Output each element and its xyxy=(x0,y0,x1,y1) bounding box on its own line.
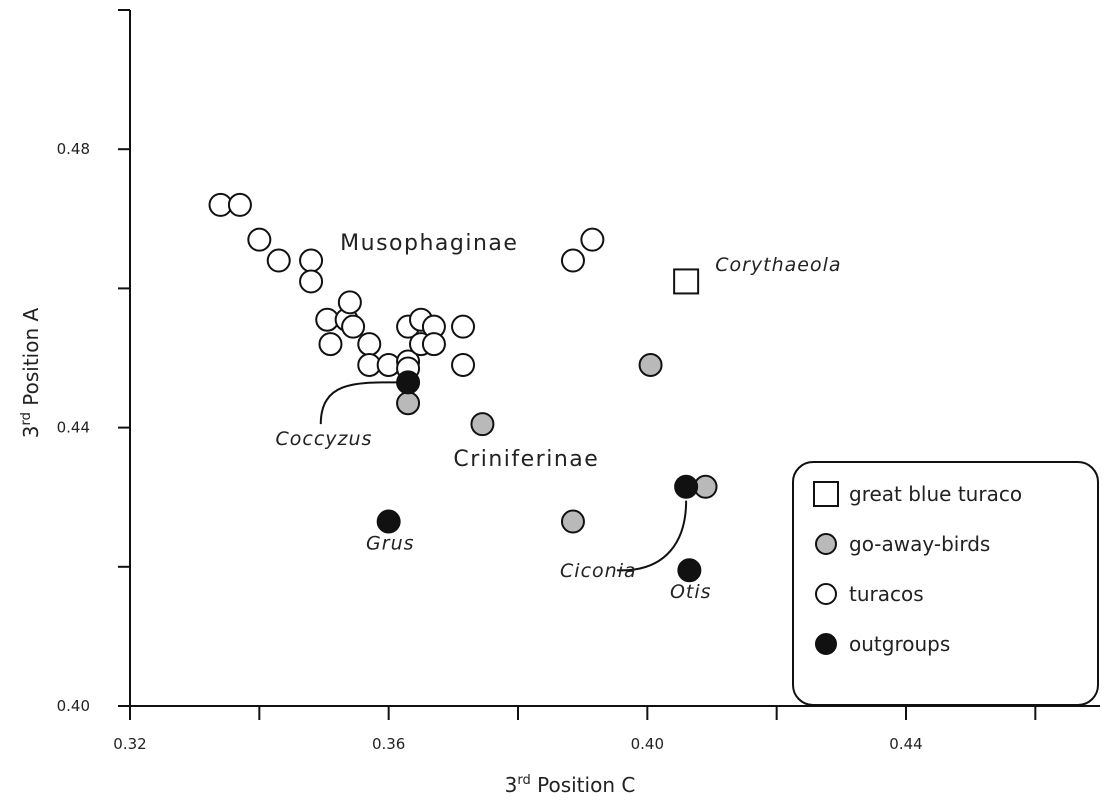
data-point xyxy=(451,314,476,339)
data-point xyxy=(470,412,495,437)
x-axis-title-sup: rd xyxy=(517,773,530,788)
data-point xyxy=(299,248,324,273)
x-tick-label: 0.36 xyxy=(372,735,405,753)
legend-label: great blue turaco xyxy=(849,482,1022,506)
y-axis-title: 3rd Position A xyxy=(19,308,43,439)
legend-box xyxy=(792,461,1099,706)
data-point xyxy=(341,314,366,339)
data-point xyxy=(580,227,605,252)
data-point xyxy=(451,352,476,377)
x-tick-label: 0.40 xyxy=(631,735,664,753)
coccyzus-leader-line xyxy=(319,381,399,425)
data-point xyxy=(421,332,446,357)
legend-label: go-away-birds xyxy=(849,532,990,556)
y-tick-label: 0.48 xyxy=(57,140,90,158)
y-tick-label: 0.40 xyxy=(57,697,90,715)
data-point xyxy=(396,370,421,395)
x-tick-label: 0.32 xyxy=(113,735,146,753)
y-tick-label: 0.44 xyxy=(57,419,90,437)
annotations: Musophaginae Criniferinae Corythaeola Coccy… xyxy=(276,231,841,603)
x-axis-title-rest: Position C xyxy=(531,773,636,797)
data-point xyxy=(638,352,663,377)
data-points xyxy=(208,192,718,583)
data-point xyxy=(318,332,343,357)
group-label: Criniferinae xyxy=(453,447,599,472)
legend-label: turacos xyxy=(849,582,924,606)
group-label: Musophaginae xyxy=(340,231,518,256)
data-point xyxy=(396,391,421,416)
legend-marker xyxy=(815,583,837,605)
legend-marker xyxy=(815,533,837,555)
taxon-label: Coccyzus xyxy=(276,428,373,450)
y-axis-title-sup: rd xyxy=(19,412,34,425)
x-tick-label: 0.44 xyxy=(889,735,922,753)
legend-marker xyxy=(815,633,837,655)
legend: great blue turaco go-away-birds turacos out… xyxy=(792,461,1099,706)
data-point xyxy=(376,352,401,377)
legend-label: outgroups xyxy=(849,632,950,656)
x-axis-title: 3rd Position C xyxy=(505,773,636,797)
data-point xyxy=(227,192,252,217)
data-point xyxy=(560,509,585,534)
data-point xyxy=(337,290,362,315)
ciconia-leader-line xyxy=(616,500,688,572)
taxon-label: Ciconia xyxy=(560,560,637,582)
data-point xyxy=(299,269,324,294)
data-point xyxy=(266,248,291,273)
data-point xyxy=(674,474,699,499)
x-axis-title-prefix: 3 xyxy=(505,773,518,797)
taxon-label: Corythaeola xyxy=(715,254,841,276)
y-axis-title-rest: Position A xyxy=(19,308,43,413)
taxon-label: Otis xyxy=(670,581,712,603)
data-point xyxy=(677,558,702,583)
axes: 0.32 0.36 0.40 0.44 0.40 0.44 0.48 xyxy=(57,9,1100,753)
y-axis-title-prefix: 3 xyxy=(19,425,43,438)
data-point xyxy=(247,227,272,252)
data-point xyxy=(357,332,382,357)
taxon-label: Grus xyxy=(366,532,414,554)
data-point xyxy=(560,248,585,273)
data-point xyxy=(673,268,700,295)
data-point xyxy=(376,509,401,534)
legend-marker xyxy=(813,481,839,507)
